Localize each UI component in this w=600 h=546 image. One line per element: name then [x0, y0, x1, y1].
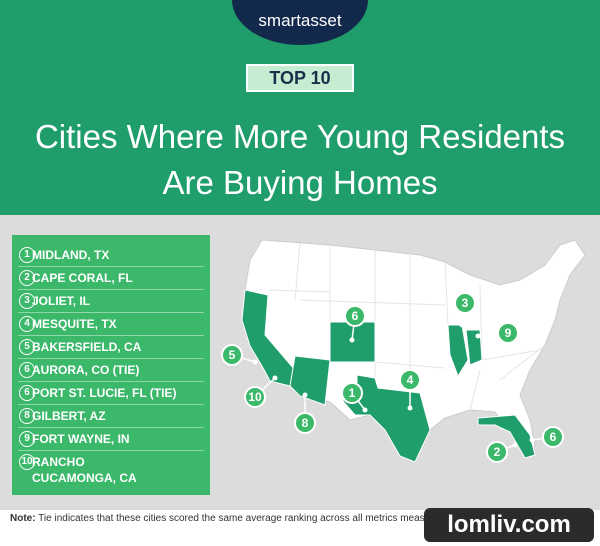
marker	[341, 382, 363, 404]
logo-text: smartasset	[258, 11, 342, 30]
marker-label: 1	[349, 386, 356, 400]
separator	[18, 289, 204, 290]
leader-dot	[512, 442, 518, 448]
separator	[18, 404, 204, 405]
marker	[542, 426, 564, 448]
city-name: MESQUITE, TX	[32, 317, 117, 331]
rank-badge: 4	[19, 316, 35, 332]
marker	[244, 386, 266, 408]
marker-label: 8	[302, 416, 309, 430]
separator	[18, 266, 204, 267]
marker-label: 10	[248, 390, 262, 404]
note-label: Note:	[10, 513, 36, 524]
note-text: Tie indicates that these cities scored t…	[38, 513, 448, 524]
city-name: AURORA, CO (TIE)	[32, 363, 140, 377]
city-name: GILBERT, AZ	[32, 409, 106, 423]
city-name: PORT ST. LUCIE, FL (TIE)	[32, 386, 177, 400]
separator	[18, 381, 204, 382]
city-name: CAPE CORAL, FL	[32, 271, 133, 285]
marker	[344, 305, 366, 327]
rank-badge: 1	[19, 247, 35, 263]
city-name: JOLIET, IL	[32, 294, 91, 308]
separator	[18, 358, 204, 359]
watermark: lomliv.com	[424, 508, 594, 542]
rank-badge: 8	[19, 408, 35, 424]
city-name: RANCHO CUCAMONGA, CA	[32, 455, 137, 485]
state-lines	[269, 242, 546, 411]
city-name: BAKERSFIELD, CA	[32, 340, 142, 354]
marker-label: 5	[229, 348, 236, 362]
rank-badge: 3	[19, 293, 35, 309]
marker-label: 6	[352, 309, 359, 323]
markers: 1 2 3 4 5 6 6 8 9 10	[221, 292, 564, 463]
leader-dot	[475, 333, 481, 339]
marker	[454, 292, 476, 314]
title: Cities Where More Young Residents	[34, 118, 566, 155]
leader-dot	[529, 437, 535, 443]
list-panel: 1 MIDLAND, TX 2 CAPE CORAL, FL 3 JOLIET, IL 4 M…	[12, 235, 210, 495]
city-name: FORT WAYNE, IN	[32, 432, 130, 446]
leader-dot	[252, 359, 258, 365]
marker-label: 3	[462, 296, 469, 310]
rank-badge: 6	[19, 385, 35, 401]
badge: TOP 10	[246, 64, 354, 92]
rank-badge: 6	[19, 362, 35, 378]
marker	[497, 322, 519, 344]
marker-label: 6	[550, 430, 557, 444]
rank-badge: 9	[19, 431, 35, 447]
marker	[294, 412, 316, 434]
city-name: MIDLAND, TX	[32, 248, 110, 262]
leader-dot	[459, 322, 465, 328]
rank-badge: 10	[19, 454, 35, 470]
separator	[18, 427, 204, 428]
separator	[18, 450, 204, 451]
marker-label: 4	[407, 373, 414, 387]
leader-dot	[407, 405, 413, 411]
separator	[18, 335, 204, 336]
marker-label: 2	[494, 445, 501, 459]
separator	[18, 312, 204, 313]
leader-dot	[349, 337, 355, 343]
title: Are Buying Homes	[162, 164, 438, 201]
leader-dot	[272, 375, 278, 381]
marker	[221, 344, 243, 366]
leader-dot	[302, 392, 308, 398]
header: smartasset TOP 10 Cities Where More Youn…	[0, 0, 600, 215]
leader-dot	[362, 407, 368, 413]
marker	[399, 369, 421, 391]
marker	[486, 441, 508, 463]
rank-badge: 5	[19, 339, 35, 355]
rank-badge: 2	[19, 270, 35, 286]
note: Note: Tie indicates that these cities sc…	[10, 513, 447, 524]
marker-label: 9	[505, 326, 512, 340]
